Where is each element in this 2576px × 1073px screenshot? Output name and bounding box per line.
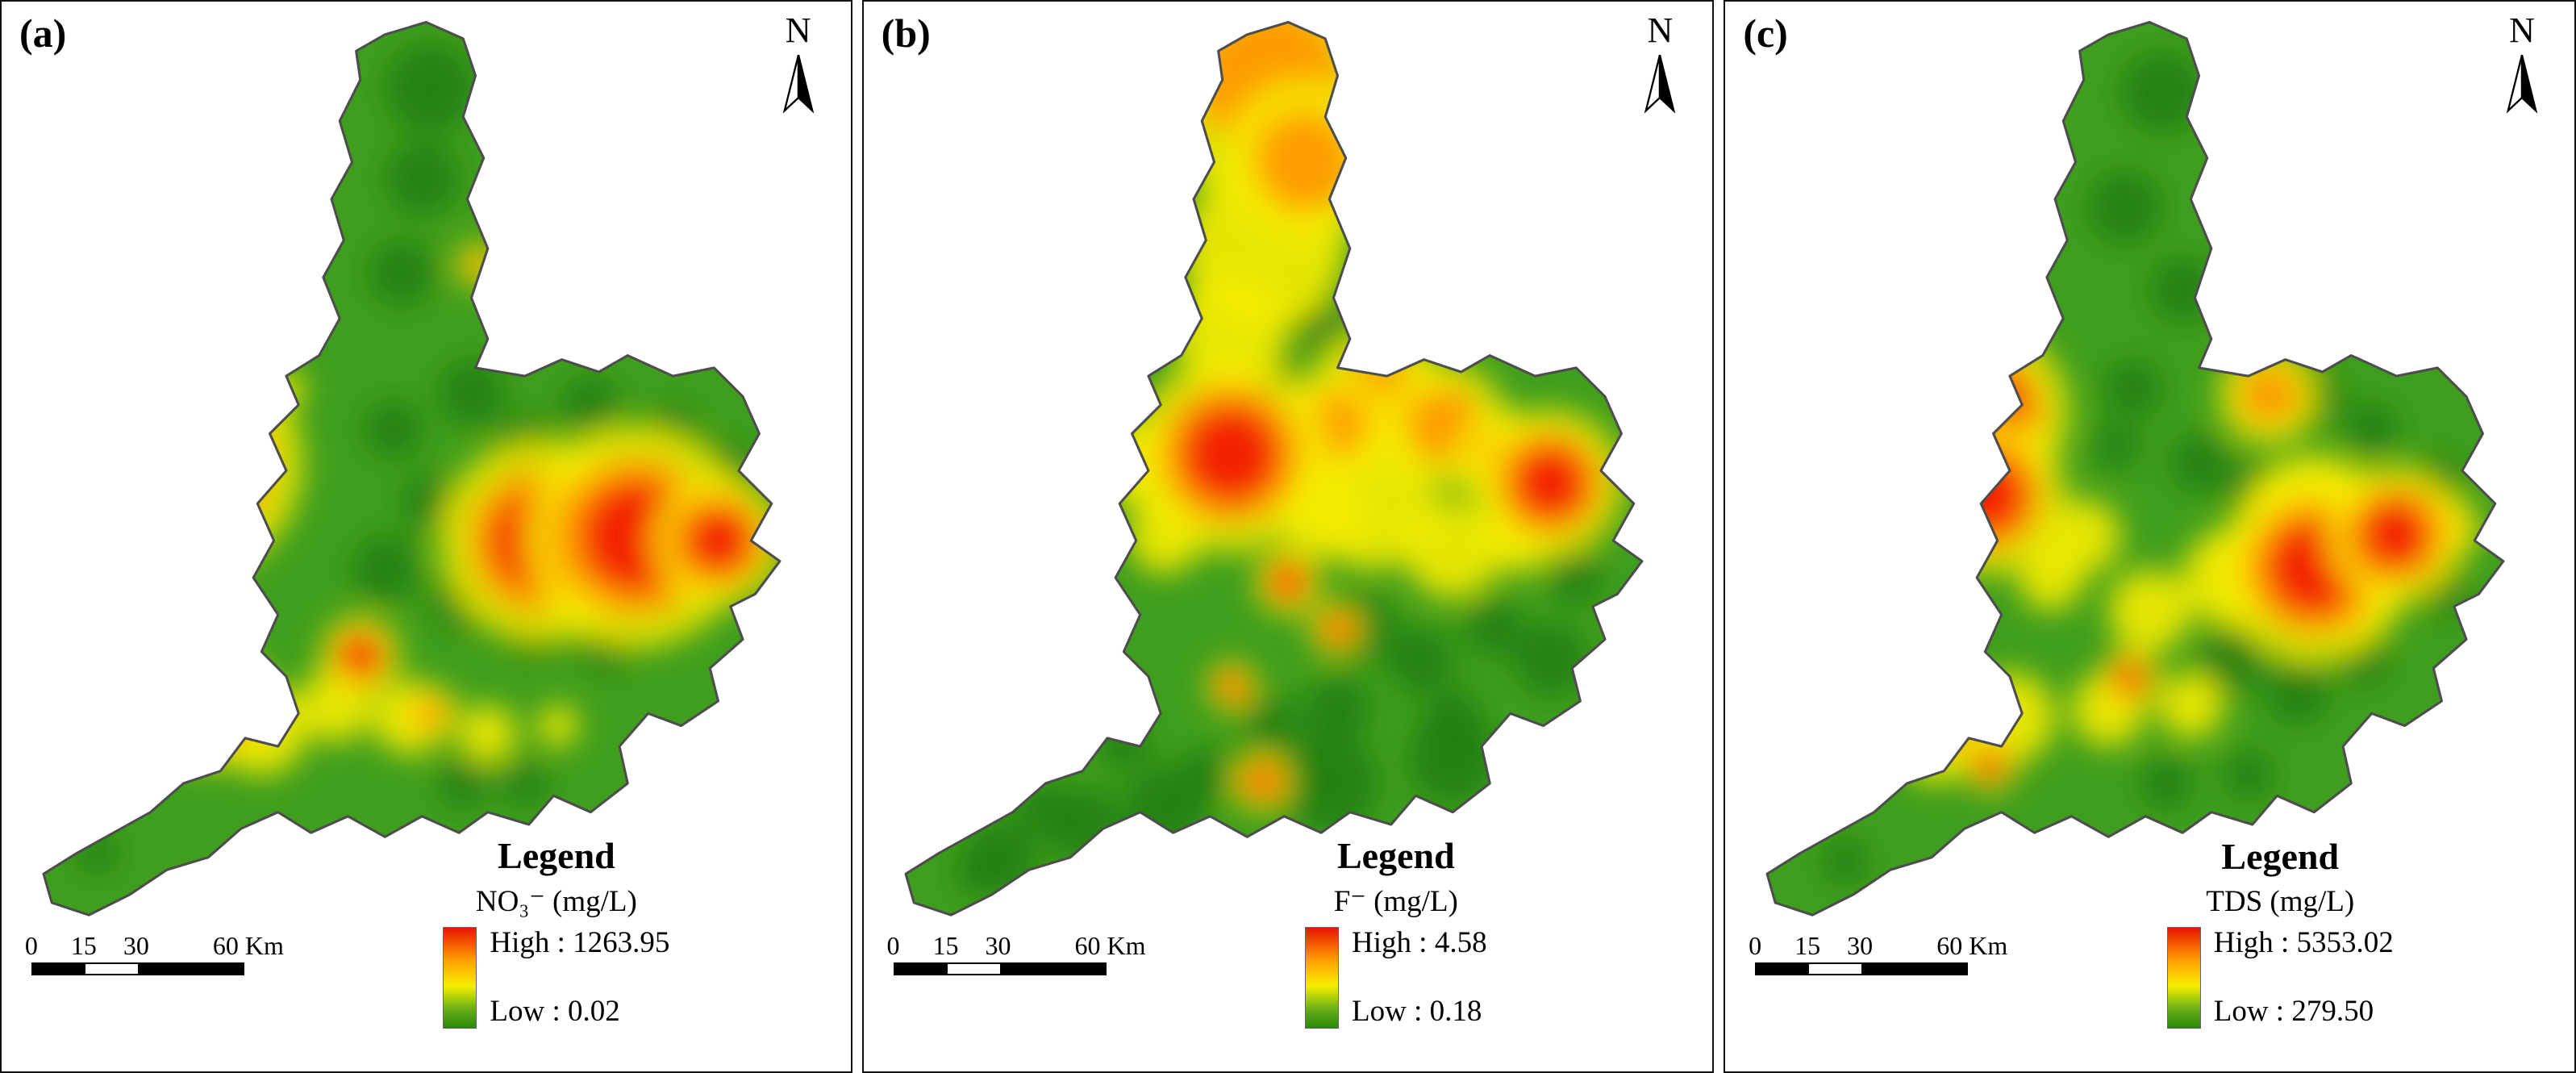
legend-low-label: Low : 0.18 bbox=[1352, 995, 1482, 1029]
panel-c-label: (c) bbox=[1743, 10, 1788, 56]
north-arrow-icon bbox=[1644, 54, 1676, 114]
scale-tick-60km: 60 Km bbox=[212, 930, 284, 960]
scale-bar-c: 0 15 30 60 Km bbox=[1749, 929, 2007, 975]
scale-segment bbox=[894, 963, 948, 974]
legend-low-label: Low : 279.50 bbox=[2213, 995, 2374, 1029]
scale-tick-60km: 60 Km bbox=[1074, 930, 1146, 960]
scale-tick-15: 15 bbox=[932, 930, 959, 960]
scale-segment bbox=[999, 963, 1105, 974]
scale-tick-30: 30 bbox=[1847, 930, 1874, 960]
legend-parameter: NO₃⁻ (mg/L) bbox=[475, 884, 637, 918]
scale-bar-a: 0 15 30 60 Km bbox=[25, 929, 284, 975]
legend-low-label: Low : 0.02 bbox=[490, 995, 620, 1029]
north-arrow-icon bbox=[2506, 54, 2538, 114]
legend-color-ramp bbox=[2166, 926, 2201, 1029]
legend-high-label: High : 5353.02 bbox=[2213, 925, 2394, 959]
north-arrow-icon bbox=[782, 54, 814, 114]
map-b bbox=[864, 2, 1713, 1071]
scale-tick-15: 15 bbox=[1794, 930, 1821, 960]
panel-c: (c) N Legend TDS (mg/L) High : 5353.02 L… bbox=[1724, 0, 2576, 1073]
scale-tick-30: 30 bbox=[985, 930, 1011, 960]
scale-segment bbox=[85, 963, 138, 974]
panel-b-label: (b) bbox=[881, 10, 931, 56]
legend-a: Legend NO₃⁻ (mg/L) High : 1263.95 Low : … bbox=[443, 834, 669, 1029]
legend-b: Legend F⁻ (mg/L) High : 4.58 Low : 0.18 bbox=[1305, 834, 1487, 1029]
panel-a-label: (a) bbox=[19, 10, 67, 56]
legend-parameter: F⁻ (mg/L) bbox=[1333, 884, 1458, 918]
legend-color-ramp bbox=[443, 926, 477, 1029]
north-label: N bbox=[2509, 10, 2535, 50]
scale-segment bbox=[1861, 963, 1967, 974]
scale-tick-0: 0 bbox=[1749, 930, 1762, 960]
scale-segment bbox=[32, 963, 85, 974]
scale-tick-60km: 60 Km bbox=[1936, 930, 2008, 960]
legend-c: Legend TDS (mg/L) High : 5353.02 Low : 2… bbox=[2166, 835, 2394, 1029]
scale-bar-segments bbox=[31, 962, 244, 975]
scale-segment bbox=[1809, 963, 1862, 974]
scale-segment bbox=[1757, 963, 1810, 974]
scale-segment bbox=[137, 963, 243, 974]
scale-bar-segments bbox=[893, 962, 1107, 975]
panel-b: (b) N Legend F⁻ (mg/L) High : 4.58 Low :… bbox=[861, 0, 1715, 1073]
legend-color-ramp bbox=[1305, 926, 1340, 1029]
map-c bbox=[1725, 2, 2574, 1071]
scale-tick-15: 15 bbox=[70, 930, 97, 960]
legend-high-label: High : 4.58 bbox=[1352, 925, 1487, 959]
panel-a: (a) N Legend NO₃⁻ (mg/L) High : 1263.95 … bbox=[0, 0, 852, 1073]
north-arrow-b: N bbox=[1641, 13, 1678, 119]
legend-title: Legend bbox=[1336, 834, 1455, 876]
scale-tick-0: 0 bbox=[24, 930, 38, 960]
scale-tick-0: 0 bbox=[886, 930, 900, 960]
north-arrow-a: N bbox=[780, 13, 817, 119]
scale-segment bbox=[947, 963, 1000, 974]
north-arrow-c: N bbox=[2503, 13, 2541, 119]
scale-bar-segments bbox=[1755, 962, 1969, 975]
legend-title: Legend bbox=[2221, 835, 2340, 877]
scale-tick-30: 30 bbox=[123, 930, 149, 960]
legend-high-label: High : 1263.95 bbox=[490, 925, 670, 959]
legend-title: Legend bbox=[498, 834, 615, 876]
legend-parameter: TDS (mg/L) bbox=[2206, 884, 2355, 918]
north-label: N bbox=[785, 10, 811, 50]
scale-bar-b: 0 15 30 60 Km bbox=[887, 929, 1146, 975]
map-a bbox=[2, 2, 851, 1071]
north-label: N bbox=[1647, 10, 1674, 50]
